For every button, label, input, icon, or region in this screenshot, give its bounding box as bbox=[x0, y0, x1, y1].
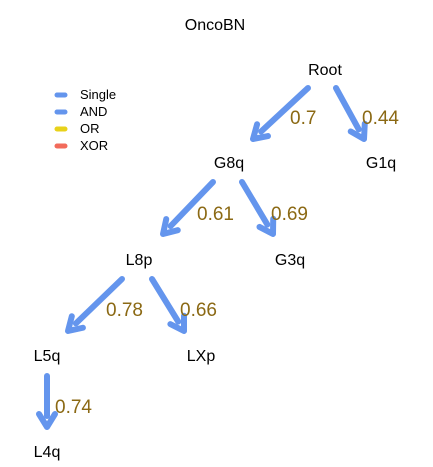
edge-arrowhead-l5q-l4q bbox=[36, 411, 58, 430]
edge-label-l5q-l4q: 0.74 bbox=[55, 397, 92, 418]
legend-label-xor: XOR bbox=[80, 138, 108, 153]
edge-line-l8p-lxp bbox=[149, 276, 182, 325]
edge-arrowhead-l8p-lxp bbox=[167, 312, 187, 334]
edge-g8q-g3q: 0.69 bbox=[239, 179, 308, 237]
legend-label-single: Single bbox=[80, 87, 116, 102]
edge-label-root-g1q: 0.44 bbox=[362, 108, 399, 129]
edge-line-g8q-l8p bbox=[167, 179, 216, 230]
edge-l5q-l4q: 0.74 bbox=[36, 373, 92, 430]
legend-label-and: AND bbox=[80, 104, 107, 119]
edge-arrowhead-l8p-l5q bbox=[65, 313, 86, 334]
nodes: Root G8q G1q L8p G3q L5q LXp L4q bbox=[34, 62, 396, 461]
edge-line-g8q-g3q bbox=[239, 179, 271, 228]
edge-l8p-l5q: 0.78 bbox=[65, 276, 143, 334]
node-l5q: L5q bbox=[34, 348, 61, 365]
diagram-title: OncoBN bbox=[185, 17, 245, 34]
node-g8q: G8q bbox=[214, 155, 244, 172]
edge-label-root-g8q: 0.7 bbox=[290, 108, 316, 129]
node-g1q: G1q bbox=[366, 155, 396, 172]
edge-line-l8p-l5q bbox=[72, 276, 125, 327]
node-l4q: L4q bbox=[34, 444, 61, 461]
edges: 0.7 0.44 0.61 0.69 0.78 0.66 0.74 bbox=[36, 85, 399, 430]
node-l8p: L8p bbox=[126, 252, 153, 269]
node-root: Root bbox=[308, 62, 342, 79]
edge-label-g8q-l8p: 0.61 bbox=[197, 204, 234, 225]
edge-arrowhead-g8q-l8p bbox=[160, 216, 181, 237]
edge-arrowhead-root-g8q bbox=[250, 121, 271, 142]
edge-label-g8q-g3q: 0.69 bbox=[271, 204, 308, 225]
edge-arrowhead-g8q-g3q bbox=[256, 215, 277, 237]
node-lxp: LXp bbox=[187, 348, 216, 365]
edge-label-l8p-lxp: 0.66 bbox=[180, 300, 217, 321]
edge-line-root-g8q bbox=[258, 85, 311, 135]
edge-root-g1q: 0.44 bbox=[333, 85, 399, 142]
legend-label-or: OR bbox=[80, 121, 100, 136]
edge-g8q-l8p: 0.61 bbox=[160, 179, 234, 237]
edge-arrowhead-root-g1q bbox=[347, 120, 368, 142]
edge-root-g8q: 0.7 bbox=[250, 85, 316, 142]
edge-l8p-lxp: 0.66 bbox=[149, 276, 217, 334]
node-g3q: G3q bbox=[275, 252, 305, 269]
legend: Single AND OR XOR bbox=[54, 87, 116, 153]
edge-label-l8p-l5q: 0.78 bbox=[106, 300, 143, 321]
edge-line-root-g1q bbox=[333, 85, 362, 133]
